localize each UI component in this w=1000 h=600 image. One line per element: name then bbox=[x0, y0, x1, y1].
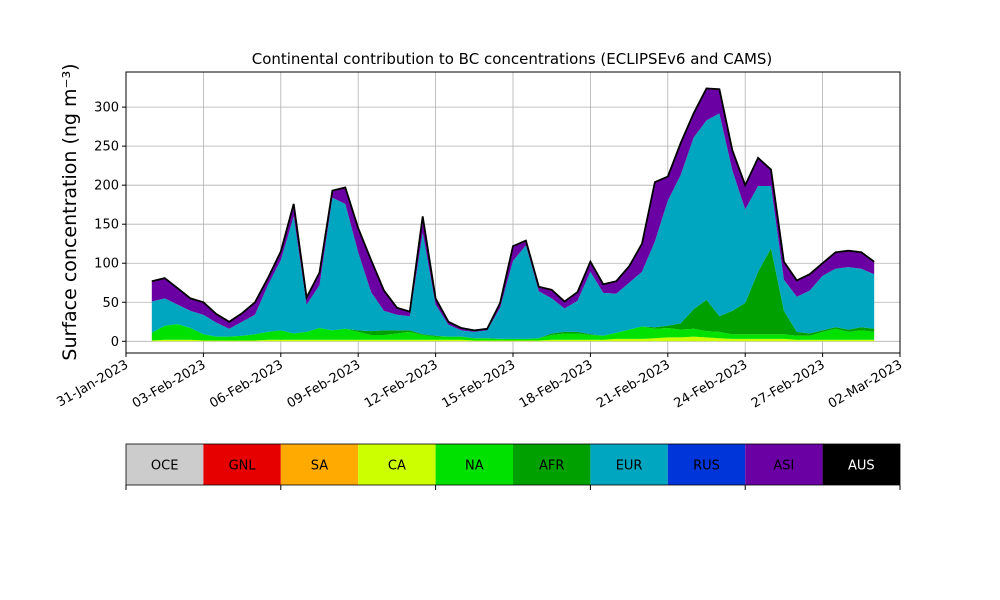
legend-label-na: NA bbox=[465, 459, 484, 474]
area-eur bbox=[151, 113, 875, 339]
x-tick-label: 31-Jan-2023 bbox=[54, 357, 131, 410]
y-axis-ticks: 0 50 100 150 200 250 300 bbox=[94, 101, 126, 350]
x-axis-ticks: 31-Jan-202303-Feb-202306-Feb-202309-Feb-… bbox=[54, 353, 905, 412]
legend-label-sa: SA bbox=[311, 459, 328, 474]
x-tick-label: 09-Feb-2023 bbox=[285, 357, 364, 411]
x-tick-label: 27-Feb-2023 bbox=[749, 357, 828, 411]
legend-swatch-na bbox=[435, 444, 513, 485]
legend-swatch-eur bbox=[590, 444, 668, 485]
y-tick-label: 50 bbox=[102, 296, 119, 311]
stacked-areas bbox=[151, 87, 875, 342]
x-tick-label: 24-Feb-2023 bbox=[672, 357, 751, 411]
legend-swatch-asi bbox=[745, 444, 823, 485]
legend-swatch-sa bbox=[280, 444, 359, 485]
y-tick-label: 200 bbox=[94, 179, 119, 194]
area-na bbox=[151, 324, 875, 341]
legend-label-oce: OCE bbox=[151, 459, 179, 474]
y-tick-label: 300 bbox=[94, 101, 119, 116]
legend-label-aus: AUS bbox=[848, 459, 875, 474]
x-tick-label: 15-Feb-2023 bbox=[439, 357, 518, 411]
area-ca bbox=[151, 336, 875, 342]
area-afr bbox=[151, 248, 875, 339]
legend-label-ca: CA bbox=[388, 459, 406, 474]
colorbar-legend: OCE GNL SA CA NA AFR EUR RUS ASI AUS bbox=[125, 443, 901, 490]
legend-swatch-afr bbox=[513, 444, 591, 485]
y-tick-label: 100 bbox=[94, 257, 119, 272]
x-tick-label: 06-Feb-2023 bbox=[207, 357, 286, 411]
y-tick-label: 150 bbox=[94, 218, 119, 233]
x-tick-label: 02-Mar-2023 bbox=[826, 357, 905, 411]
x-tick-label: 03-Feb-2023 bbox=[130, 357, 209, 411]
total-line bbox=[151, 87, 875, 332]
chart-title: Continental contribution to BC concentra… bbox=[252, 50, 773, 68]
legend-swatch-gnl bbox=[203, 444, 281, 485]
x-tick-label: 12-Feb-2023 bbox=[362, 357, 441, 411]
plot-frame bbox=[125, 71, 901, 354]
legend-label-asi: ASI bbox=[773, 459, 794, 474]
legend-swatch-rus bbox=[667, 444, 746, 485]
y-axis-label: Surface concentration (ng m⁻³) bbox=[59, 63, 81, 360]
legend-swatch-aus bbox=[822, 444, 900, 485]
legend-swatch-ca bbox=[358, 444, 436, 485]
legend-label-eur: EUR bbox=[616, 459, 643, 474]
legend-frame bbox=[125, 443, 901, 486]
y-tick-label: 250 bbox=[94, 140, 119, 155]
legend-swatch-oce bbox=[126, 444, 204, 485]
y-tick-label: 0 bbox=[111, 335, 119, 350]
x-tick-label: 18-Feb-2023 bbox=[517, 357, 596, 411]
legend-label-rus: RUS bbox=[693, 459, 720, 474]
legend-label-afr: AFR bbox=[539, 459, 564, 474]
legend-label-gnl: GNL bbox=[229, 459, 257, 474]
x-tick-label: 21-Feb-2023 bbox=[594, 357, 673, 411]
